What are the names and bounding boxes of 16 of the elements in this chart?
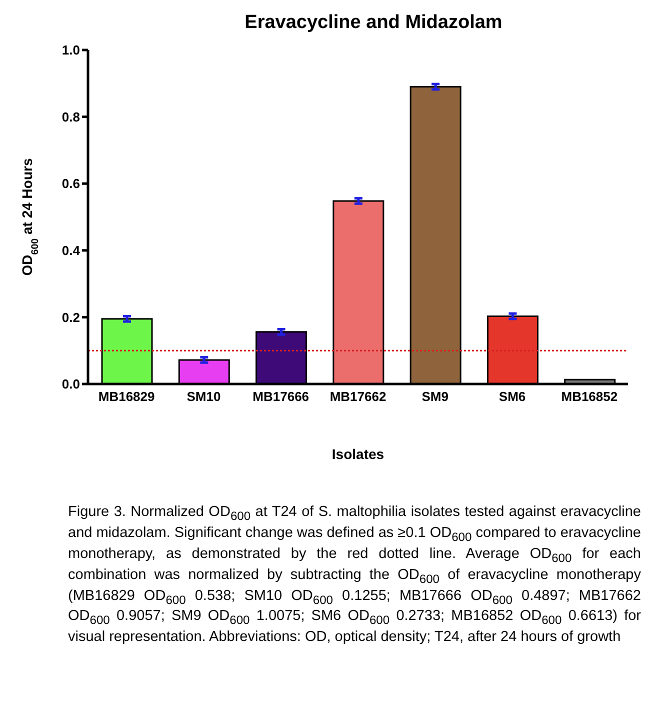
y-tick-label: 0.2: [62, 310, 80, 325]
y-tick-label: 0.4: [62, 243, 81, 258]
y-tick-label: 0.0: [62, 376, 80, 392]
x-tick-label: SM6: [498, 389, 526, 404]
y-tick-label: 0.6: [62, 176, 80, 192]
y-tick-label: 0.8: [62, 109, 80, 124]
text: Figure 3. Normalized OD$_{600}$ at T24 of S. maltophilia isolates tested against eravacycline and midazolam. Significant change was defined as ≥0.1 OD$_{600}$ compared to eravacycline monotherapy, as demonstrated by the red dotted line. Average OD$_{600}$ for each combination was normalized by subtracting the OD$_{600}$ of eravacycline monotherapy (MB16829 OD$_{600}$ 0.538; SM10 OD$_{600}$ 0.1255; MB17666 OD$_{600}$ 0.4897; MB17662 OD$_{600}$ 0.9057; SM9 OD$_{600}$ 1.0075; SM6 OD$_{600}$ 0.2733; MB16852 OD$_{600}$ 0.6613) for visual representation. Abbreviations: OD, optical density; T24, after 24 hours of growth: [68, 504, 641, 646]
x-tick-label: MB16852: [561, 389, 618, 404]
chart-title: Eravacycline and Midazolam: [244, 12, 504, 34]
x-tick-label: MB16829: [98, 389, 155, 404]
y-tick-label: 1.0: [62, 42, 80, 58]
x-tick-label: SM10: [186, 389, 221, 404]
x-tick-label: MB17662: [330, 389, 386, 404]
x-axis-title: Isolates: [332, 446, 384, 462]
x-tick-label: SM9: [422, 389, 449, 404]
x-tick-label: MB17666: [252, 389, 310, 404]
